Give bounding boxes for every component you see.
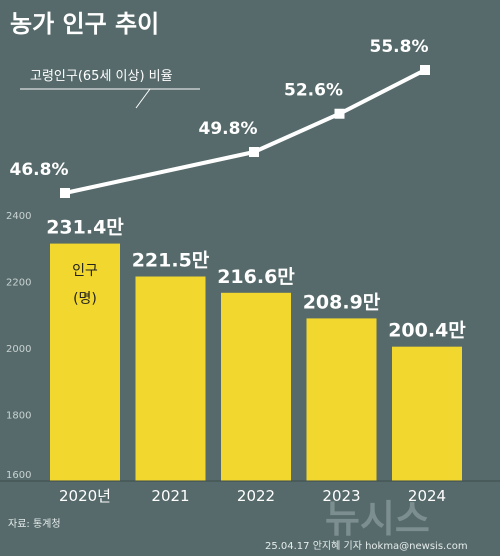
bar-4 <box>392 346 462 481</box>
category-4: 2024 <box>408 487 446 505</box>
ratio-point-2 <box>334 108 345 119</box>
bar-unit-label-1: 인구 <box>72 263 98 279</box>
ratio-line-path <box>64 68 426 195</box>
ratio-value-labels: 46.8% 49.8% 52.6% 55.8% <box>10 37 429 180</box>
bar-2 <box>221 292 291 481</box>
ratio-label-2: 52.6% <box>284 81 343 101</box>
y-axis-ticks: 2400 2200 2000 1800 1600 <box>6 211 31 481</box>
category-0: 2020년 <box>59 487 111 505</box>
y-tick-4: 1600 <box>6 470 31 481</box>
ratio-label-0: 46.8% <box>10 160 69 180</box>
ratio-label-3: 55.8% <box>370 37 429 57</box>
ratio-point-0 <box>60 188 70 198</box>
ratio-point-1 <box>249 147 259 157</box>
bar-3 <box>306 318 377 481</box>
bar-label-3: 208.9만 <box>303 291 381 313</box>
bar-label-0: 231.4만 <box>46 217 124 239</box>
category-3: 2023 <box>322 487 360 505</box>
category-labels: 2020년 2021 2022 2023 2024 <box>59 487 446 505</box>
bar-label-2: 216.6만 <box>217 266 295 288</box>
line-legend: 고령인구(65세 이상) 비율 <box>30 69 173 84</box>
bar-label-1: 221.5만 <box>132 250 210 272</box>
bar-0 <box>50 243 120 481</box>
ratio-line <box>60 65 430 198</box>
ratio-label-1: 49.8% <box>199 119 258 139</box>
chart-title: 농가 인구 추이 <box>10 10 159 38</box>
bar-unit-label-2: (명) <box>73 291 97 307</box>
category-1: 2021 <box>151 487 189 505</box>
watermark-logo: 뉴시스 <box>325 497 430 541</box>
ratio-point-3 <box>420 65 430 75</box>
y-tick-0: 2400 <box>6 211 31 222</box>
y-tick-1: 2200 <box>6 278 31 289</box>
category-2: 2022 <box>237 487 275 505</box>
bar-1 <box>135 276 206 481</box>
legend-pointer <box>135 88 151 109</box>
bars <box>50 243 462 481</box>
bar-label-4: 200.4만 <box>388 320 466 342</box>
y-tick-3: 1800 <box>6 411 31 422</box>
source-label: 자료: 통계청 <box>8 518 61 530</box>
y-tick-2: 2000 <box>6 344 31 355</box>
credit-label: 25.04.17 안지혜 기자 hokma@newsis.com <box>265 540 468 552</box>
bar-value-labels: 231.4만 221.5만 216.6만 208.9만 200.4만 <box>46 217 466 342</box>
